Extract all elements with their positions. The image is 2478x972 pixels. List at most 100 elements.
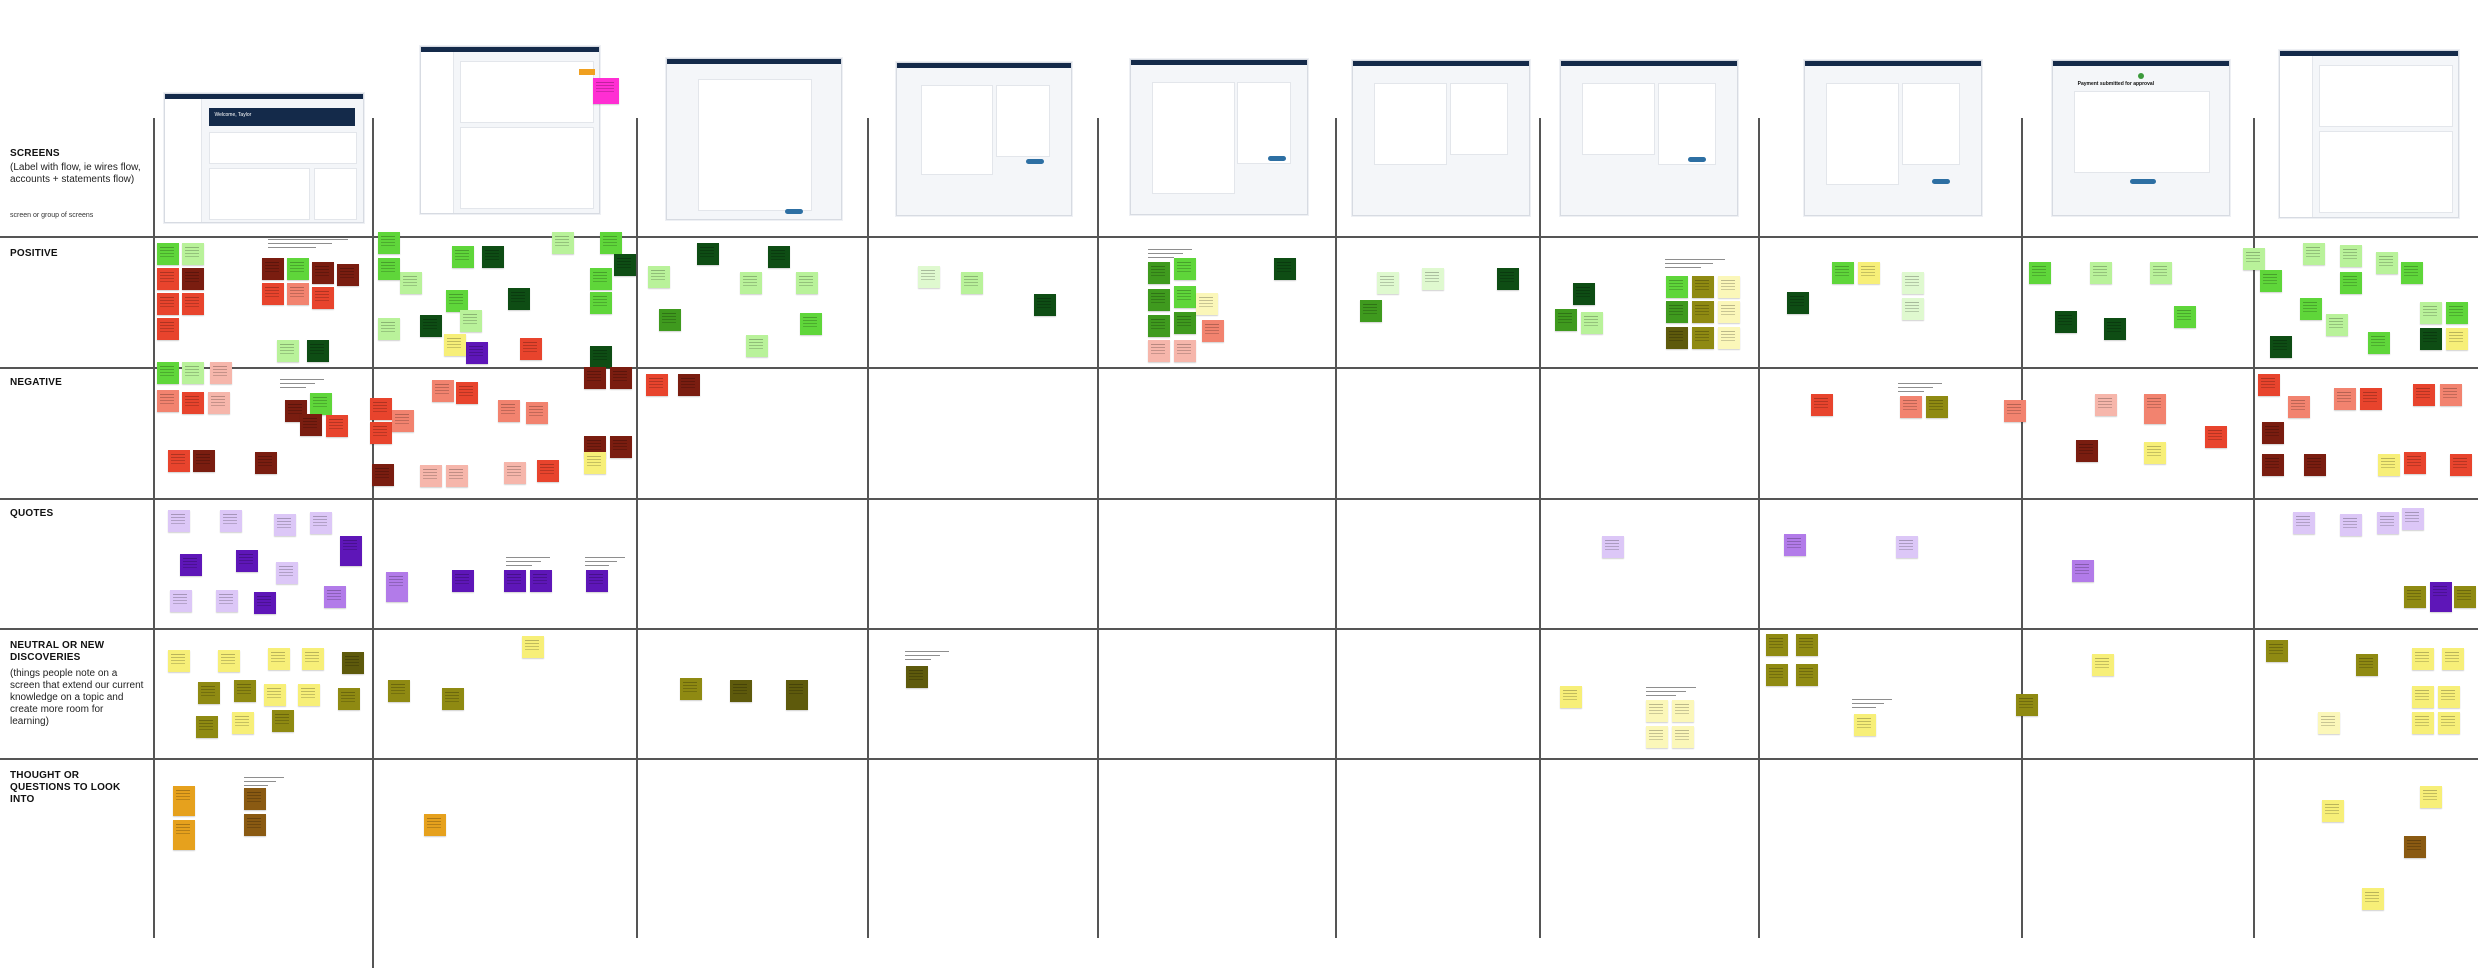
sticky-note[interactable] (2438, 712, 2460, 734)
sticky-note[interactable] (1497, 268, 1519, 290)
screen-thumbnail-payment-form[interactable] (666, 58, 842, 220)
sticky-note[interactable] (2029, 262, 2051, 284)
sticky-note[interactable] (2262, 454, 2284, 476)
sticky-note[interactable] (678, 374, 700, 396)
sticky-note[interactable] (1174, 312, 1196, 334)
sticky-note[interactable] (746, 335, 768, 357)
sticky-note[interactable] (268, 648, 290, 670)
sticky-note[interactable] (180, 554, 202, 576)
sticky-note[interactable] (264, 684, 286, 706)
sticky-note[interactable] (232, 712, 254, 734)
sticky-note[interactable] (2104, 318, 2126, 340)
sticky-note[interactable] (1926, 396, 1948, 418)
screen-thumbnail-submitted[interactable]: Payment submitted for approval (2052, 60, 2230, 216)
sticky-note[interactable] (182, 268, 204, 290)
sticky-note[interactable] (444, 334, 466, 356)
sticky-note[interactable] (2446, 328, 2468, 350)
sticky-note[interactable] (590, 292, 612, 314)
sticky-note[interactable] (2258, 374, 2280, 396)
sticky-note[interactable] (312, 287, 334, 309)
sticky-note[interactable] (1666, 276, 1688, 298)
sticky-note[interactable] (2092, 654, 2114, 676)
sticky-note[interactable] (2430, 582, 2452, 612)
sticky-note[interactable] (2243, 248, 2265, 270)
sticky-note[interactable] (2293, 512, 2315, 534)
sticky-note[interactable] (182, 392, 204, 414)
sticky-note[interactable] (1560, 686, 1582, 708)
sticky-note[interactable] (370, 422, 392, 444)
sticky-note[interactable] (1811, 394, 1833, 416)
sticky-note[interactable] (310, 512, 332, 534)
sticky-note[interactable] (254, 592, 276, 614)
sticky-note[interactable] (1148, 340, 1170, 362)
sticky-note[interactable] (961, 272, 983, 294)
sticky-note[interactable] (1646, 726, 1668, 748)
sticky-note[interactable] (262, 283, 284, 305)
sticky-note[interactable] (1360, 300, 1382, 322)
sticky-note[interactable] (1377, 272, 1399, 294)
sticky-note[interactable] (504, 570, 526, 592)
sticky-note[interactable] (800, 313, 822, 335)
sticky-note[interactable] (2322, 800, 2344, 822)
sticky-note[interactable] (730, 680, 752, 702)
sticky-note[interactable] (378, 318, 400, 340)
sticky-note[interactable] (168, 450, 190, 472)
sticky-note[interactable] (157, 243, 179, 265)
sticky-note[interactable] (659, 309, 681, 331)
sticky-note[interactable] (210, 362, 232, 384)
sticky-note[interactable] (1896, 536, 1918, 558)
sticky-note[interactable] (482, 246, 504, 268)
sticky-note[interactable] (2090, 262, 2112, 284)
sticky-note[interactable] (1581, 312, 1603, 334)
sticky-note[interactable] (1718, 276, 1740, 298)
sticky-note[interactable] (370, 398, 392, 420)
sticky-note[interactable] (276, 562, 298, 584)
sticky-note[interactable] (2413, 384, 2435, 406)
sticky-note[interactable] (460, 310, 482, 332)
sticky-note[interactable] (2270, 336, 2292, 358)
sticky-note[interactable] (2404, 836, 2426, 858)
sticky-note[interactable] (1174, 286, 1196, 308)
sticky-note[interactable] (287, 283, 309, 305)
sticky-note[interactable] (372, 464, 394, 486)
sticky-note[interactable] (1174, 258, 1196, 280)
sticky-note[interactable] (2420, 302, 2442, 324)
sticky-note[interactable] (198, 682, 220, 704)
sticky-note[interactable] (324, 586, 346, 608)
sticky-note[interactable] (312, 262, 334, 284)
sticky-note[interactable] (1854, 714, 1876, 736)
sticky-note[interactable] (1555, 309, 1577, 331)
sticky-note[interactable] (310, 393, 332, 415)
sticky-note[interactable] (2356, 654, 2378, 676)
sticky-note[interactable] (287, 258, 309, 280)
sticky-note[interactable] (2076, 440, 2098, 462)
sticky-note[interactable] (326, 415, 348, 437)
screen-thumbnail-payments-list[interactable] (420, 46, 600, 214)
screen-thumbnail-payment-review[interactable] (1130, 59, 1308, 215)
sticky-note[interactable] (1766, 664, 1788, 686)
sticky-note[interactable] (526, 402, 548, 424)
sticky-note[interactable] (420, 315, 442, 337)
sticky-note[interactable] (2205, 426, 2227, 448)
sticky-note[interactable] (424, 814, 446, 836)
sticky-note[interactable] (1692, 301, 1714, 323)
sticky-note[interactable] (262, 258, 284, 280)
sticky-note[interactable] (2174, 306, 2196, 328)
sticky-note[interactable] (220, 510, 242, 532)
sticky-note[interactable] (740, 272, 762, 294)
sticky-note[interactable] (2266, 640, 2288, 662)
sticky-note[interactable] (590, 346, 612, 368)
sticky-note[interactable] (2412, 686, 2434, 708)
sticky-note[interactable] (300, 414, 322, 436)
sticky-note[interactable] (1148, 315, 1170, 337)
sticky-note[interactable] (307, 340, 329, 362)
sticky-note[interactable] (386, 572, 408, 602)
sticky-note[interactable] (2340, 245, 2362, 267)
sticky-note[interactable] (2420, 328, 2442, 350)
sticky-note[interactable] (2440, 384, 2462, 406)
screen-thumbnail-schedule[interactable] (1804, 60, 1982, 216)
sticky-note[interactable] (584, 452, 606, 474)
sticky-note[interactable] (157, 268, 179, 290)
sticky-note[interactable] (1672, 726, 1694, 748)
sticky-note[interactable] (2300, 298, 2322, 320)
